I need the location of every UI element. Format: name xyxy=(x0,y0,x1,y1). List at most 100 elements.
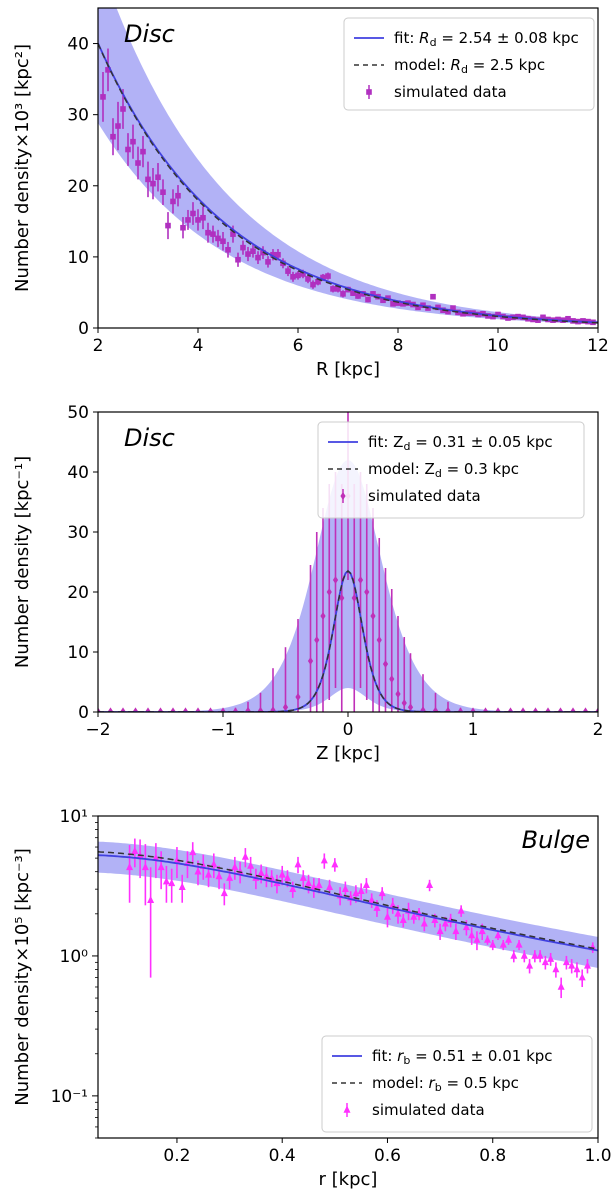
data-point xyxy=(382,660,389,668)
data-point xyxy=(107,707,114,712)
legend-label: fit: Rd = 2.54 ± 0.08 kpc xyxy=(394,29,579,49)
data-point xyxy=(170,707,176,712)
axes-frame xyxy=(97,815,599,1139)
data-point xyxy=(370,612,376,620)
x-tick-label: 2 xyxy=(593,720,604,740)
axes-frame xyxy=(97,7,599,329)
data-point xyxy=(557,707,564,712)
data-point xyxy=(557,982,565,990)
data-point xyxy=(355,293,361,299)
data-point xyxy=(499,940,507,948)
data-point xyxy=(215,871,223,880)
x-tick-label: 1.0 xyxy=(584,1146,611,1166)
data-point xyxy=(395,300,401,306)
data-point xyxy=(483,935,491,943)
y-tick-label: 0 xyxy=(78,703,89,723)
data-point xyxy=(226,873,234,881)
data-point xyxy=(157,707,164,712)
legend-box xyxy=(321,1035,593,1133)
data-point xyxy=(152,853,160,861)
data-point xyxy=(98,707,101,712)
x-tick-label: 0.8 xyxy=(479,1146,506,1166)
data-point xyxy=(315,880,323,889)
data-point xyxy=(270,706,276,712)
data-point xyxy=(495,311,501,318)
data-point xyxy=(378,888,386,897)
x-tick-label: 4 xyxy=(193,336,204,356)
data-point xyxy=(515,940,523,948)
x-axis-label: R [kpc] xyxy=(316,359,380,380)
confidence-band xyxy=(98,841,598,968)
data-point xyxy=(370,291,376,297)
x-tick-label: 10 xyxy=(487,336,509,356)
model-line xyxy=(98,851,598,950)
data-point xyxy=(105,67,111,73)
legend-label: simulated data xyxy=(368,487,481,505)
y-axis-label: Number density×10³ [kpc²] xyxy=(12,44,33,292)
data-point xyxy=(583,961,591,969)
data-point xyxy=(145,707,151,712)
data-point xyxy=(470,707,476,712)
data-point xyxy=(278,870,286,878)
data-point xyxy=(462,922,470,931)
data-point xyxy=(162,877,170,885)
data-point xyxy=(482,707,489,712)
data-point xyxy=(230,231,236,237)
x-axis-label: r [kpc] xyxy=(319,1169,378,1190)
data-point xyxy=(173,856,181,864)
legend-label: model: Zd = 0.3 kpc xyxy=(368,460,519,480)
x-tick-label: −2 xyxy=(85,720,110,740)
data-point xyxy=(307,657,314,665)
model-line xyxy=(98,569,598,712)
data-point xyxy=(189,847,197,856)
data-point xyxy=(330,286,336,292)
data-point xyxy=(178,882,186,890)
data-point xyxy=(540,314,546,321)
y-tick-label: 30 xyxy=(67,106,89,126)
data-point xyxy=(282,703,289,712)
y-tick-label: 0 xyxy=(78,319,89,339)
panel-annotation: Disc xyxy=(124,424,175,452)
data-point xyxy=(494,930,502,939)
data-point xyxy=(140,148,146,155)
y-tick-label: 50 xyxy=(67,403,89,423)
data-point xyxy=(220,238,226,245)
data-point xyxy=(352,888,360,897)
data-point xyxy=(110,133,116,140)
data-point xyxy=(135,160,141,166)
data-point xyxy=(145,176,151,183)
legend-box xyxy=(317,421,585,519)
chart-panel-1: 2 4 6 8 10 12 0 10 20 30 40 R [kpc] Number density×1… xyxy=(12,7,609,380)
data-point xyxy=(305,878,313,887)
data-point xyxy=(430,293,436,300)
data-point xyxy=(536,951,544,959)
data-point xyxy=(310,281,316,288)
data-point xyxy=(195,217,201,223)
data-point xyxy=(325,273,331,279)
y-tick-label: 10⁰ xyxy=(60,947,89,967)
data-point xyxy=(326,588,332,596)
data-point xyxy=(185,217,191,223)
data-point xyxy=(294,860,302,868)
data-point xyxy=(335,286,341,292)
data-point xyxy=(326,882,334,890)
data-point xyxy=(299,873,307,881)
data-point xyxy=(115,123,121,129)
data-point xyxy=(320,612,326,620)
data-point xyxy=(360,291,366,297)
data-point xyxy=(365,296,371,303)
data-point xyxy=(399,915,407,924)
data-point xyxy=(420,706,426,712)
data-point xyxy=(168,878,176,887)
legend-label: fit: Zd = 0.31 ± 0.05 kpc xyxy=(368,433,553,453)
data-point xyxy=(314,636,320,644)
data-point xyxy=(547,954,555,962)
data-point xyxy=(270,251,276,258)
legend: fit: Rd = 2.54 ± 0.08 kpc model: Rd = 2.5… xyxy=(343,17,595,111)
data-point xyxy=(452,926,460,935)
data-point xyxy=(570,707,576,712)
x-tick-label: −1 xyxy=(210,720,235,740)
data-point xyxy=(305,276,311,282)
data-point xyxy=(545,707,551,712)
